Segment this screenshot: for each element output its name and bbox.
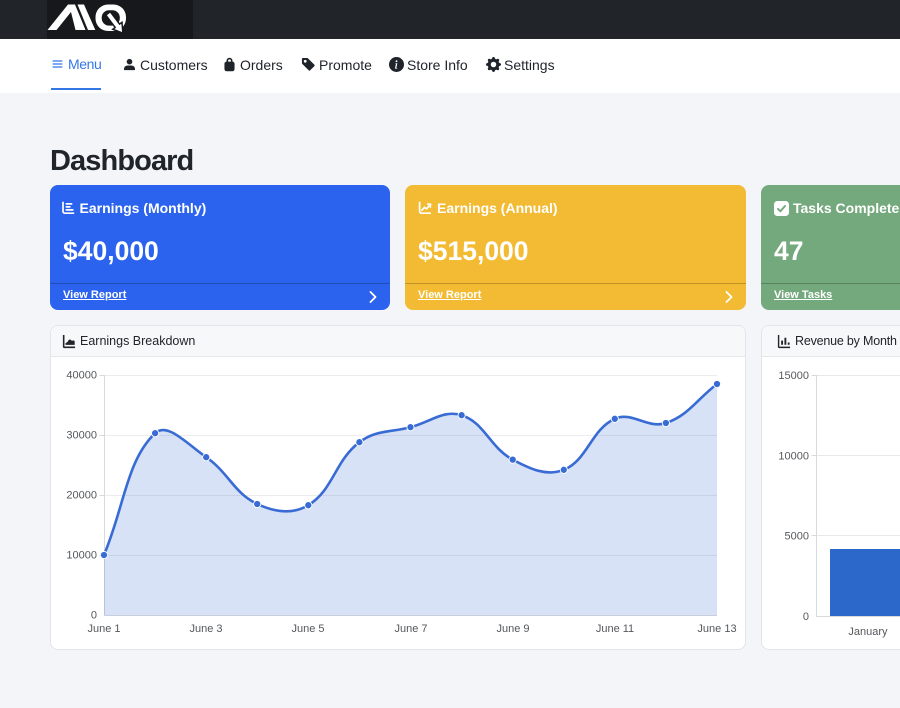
- svg-text:5000: 5000: [785, 531, 809, 543]
- svg-text:40000: 40000: [66, 370, 97, 382]
- svg-text:June 11: June 11: [596, 623, 634, 635]
- svg-text:June 3: June 3: [189, 623, 222, 635]
- svg-text:June 13: June 13: [697, 623, 736, 635]
- svg-text:June 7: June 7: [394, 623, 427, 635]
- svg-text:10000: 10000: [778, 451, 809, 463]
- svg-text:June 5: June 5: [291, 623, 324, 635]
- svg-text:30000: 30000: [66, 430, 97, 442]
- svg-text:January: January: [848, 626, 888, 638]
- svg-text:10000: 10000: [66, 550, 97, 562]
- svg-text:June 9: June 9: [496, 623, 529, 635]
- svg-text:June 1: June 1: [87, 623, 120, 635]
- svg-text:0: 0: [91, 610, 97, 622]
- svg-text:20000: 20000: [66, 490, 97, 502]
- svg-text:0: 0: [803, 611, 809, 623]
- svg-text:15000: 15000: [778, 370, 809, 382]
